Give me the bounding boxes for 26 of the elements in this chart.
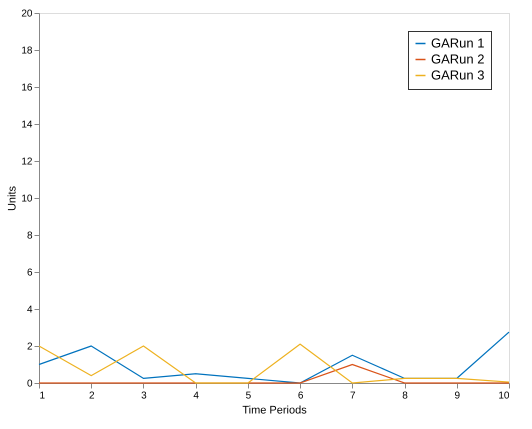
x-tick-label: 10 [498,390,510,402]
legend-label: GARun 1 [431,36,484,50]
x-tick-label: 4 [193,390,200,402]
x-axis-title: Time Periods [242,404,308,416]
y-tick-label: 12 [21,156,33,168]
x-tick-label: 1 [40,390,46,402]
y-tick-label: 4 [26,304,33,316]
y-tick-label: 10 [21,194,33,204]
y-tick-label: 0 [26,378,33,390]
y-tick-label: 16 [21,82,33,94]
y-tick-label: 20 [21,8,33,20]
legend-label: GARun 2 [431,52,484,66]
x-tick-label: 6 [298,390,304,402]
x-tick-label: 3 [141,390,148,402]
x-tick-label: 5 [246,390,252,402]
x-tick-label: 2 [88,390,95,402]
y-tick-label: 18 [21,46,33,56]
x-tick-label: 8 [402,390,408,402]
x-tick-label: 9 [454,390,460,402]
y-tick-label: 14 [21,120,33,130]
y-tick-label: 6 [26,268,33,278]
legend-label: GARun 3 [431,68,484,82]
y-tick-label: 2 [26,342,33,352]
y-tick-label: 8 [26,230,33,242]
x-tick-label: 7 [350,390,356,402]
y-axis-title: Units [6,185,18,212]
